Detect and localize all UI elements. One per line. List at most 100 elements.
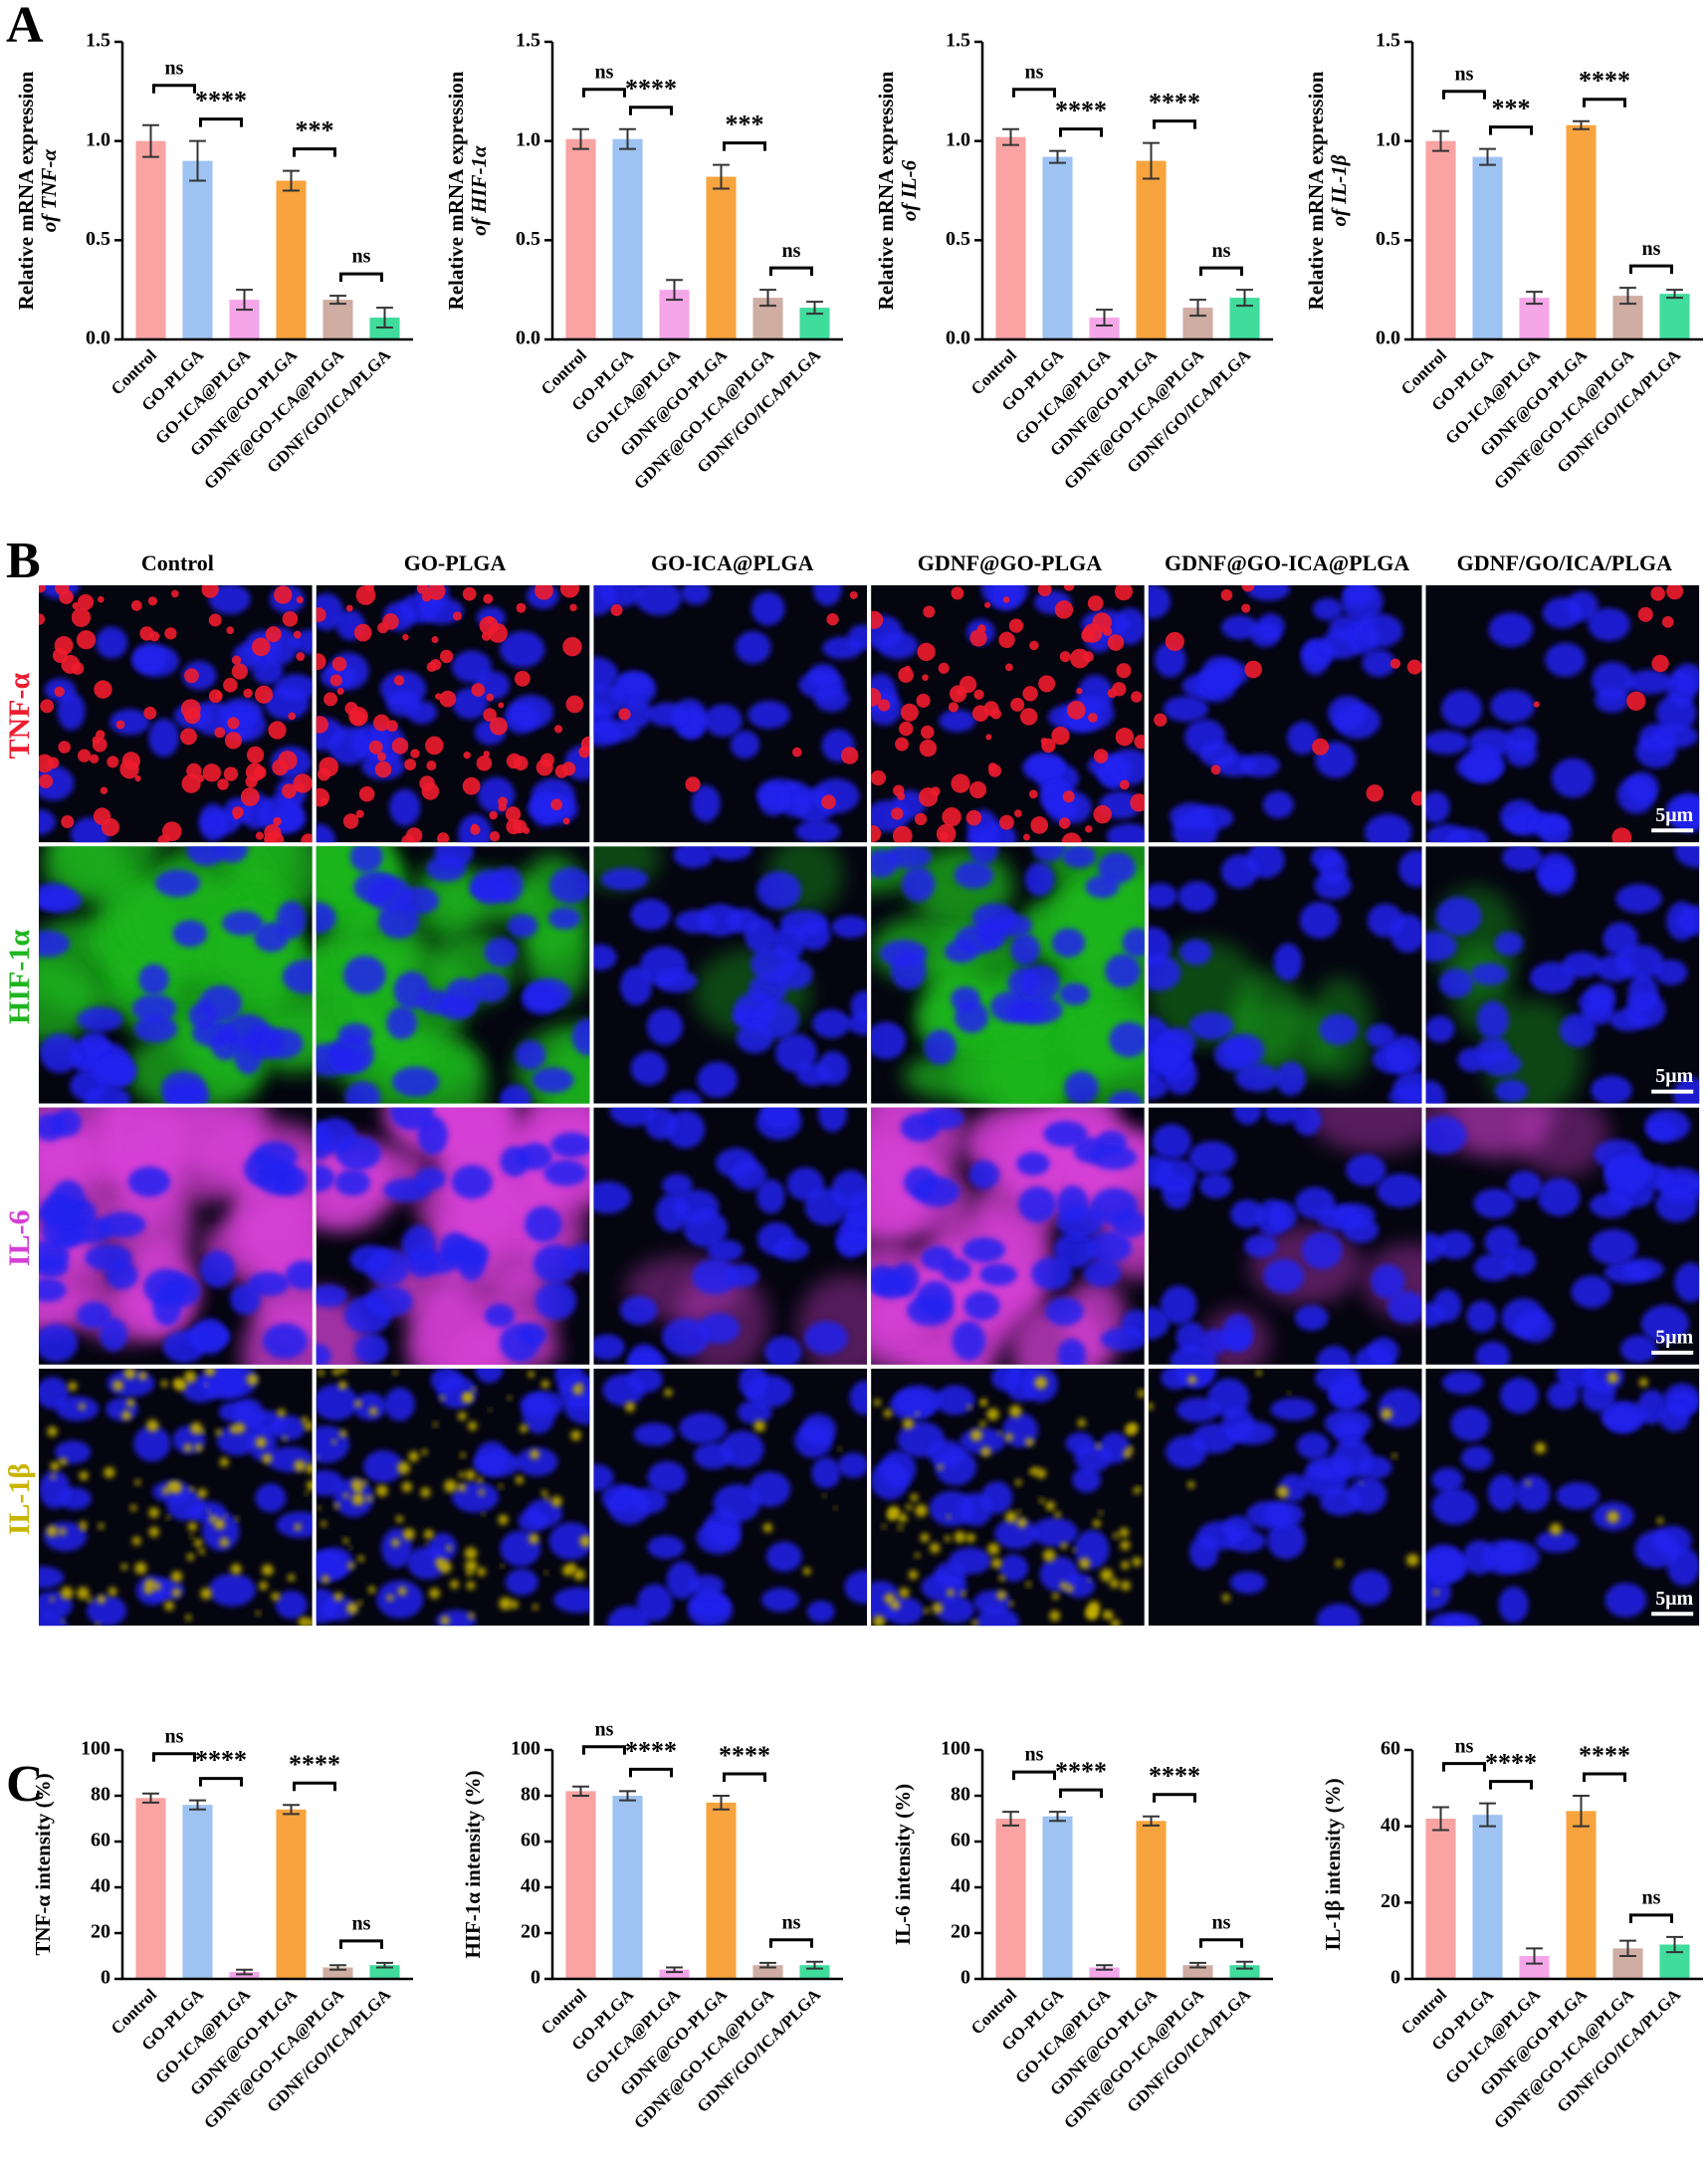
error-bar	[329, 295, 346, 306]
significance-bracket	[1629, 264, 1673, 275]
y-tick-label: 0	[1390, 1967, 1400, 1989]
micrograph	[1148, 585, 1422, 843]
significance-bracket	[199, 117, 243, 127]
bar	[995, 136, 1026, 339]
significance-bracket	[769, 266, 813, 277]
bar	[1042, 1816, 1073, 1979]
significance-bracket	[1153, 1793, 1196, 1803]
significance-label: ns	[352, 1912, 371, 1934]
significance-label: ns	[165, 1725, 184, 1747]
y-tick-label: 0.0	[946, 327, 970, 349]
micrograph	[1148, 1107, 1422, 1365]
error-bar	[666, 1966, 683, 1974]
y-tick-label: 0.0	[516, 327, 540, 349]
error-bar	[666, 279, 683, 302]
error-bar	[713, 163, 730, 190]
row-label: IL-6	[3, 1209, 36, 1266]
scale-bar-label: 5μm	[1655, 1326, 1693, 1348]
error-bar	[1096, 309, 1113, 327]
error-bar	[1526, 1947, 1543, 1965]
significance-label: ns	[1212, 1911, 1231, 1933]
micrograph	[39, 1107, 313, 1365]
y-tick-label: 1.0	[1376, 128, 1400, 150]
error-bar	[572, 1785, 589, 1797]
error-bar	[189, 1799, 206, 1811]
bar	[1472, 156, 1503, 339]
significance-bracket	[1199, 1938, 1243, 1948]
significance-label: ***	[1492, 95, 1531, 123]
bar	[135, 1798, 166, 1979]
y-axis-label: Relative mRNA expression	[444, 71, 468, 310]
error-bar	[1049, 1811, 1066, 1823]
bar	[182, 160, 213, 339]
error-bar	[1432, 129, 1449, 152]
axis	[1410, 42, 1703, 341]
column-header: GDNF/GO/ICA/PLGA	[1457, 550, 1672, 575]
micrograph	[593, 1368, 868, 1627]
error-bar	[759, 289, 776, 308]
error-bar	[283, 169, 300, 192]
error-bar	[572, 127, 589, 150]
panel-label: A	[6, 0, 44, 54]
error-bar	[1236, 289, 1253, 308]
row-label: TNF-α	[3, 673, 36, 760]
micrograph: 5μm	[1425, 846, 1700, 1104]
significance-label: ****	[625, 1736, 677, 1765]
y-tick-label: 20	[91, 1921, 110, 1943]
y-tick-label: 40	[951, 1875, 970, 1897]
y-tick-label: 100	[81, 1738, 110, 1760]
significance-label: ***	[726, 110, 764, 139]
micrograph	[593, 1107, 868, 1365]
error-bar	[236, 1968, 253, 1976]
error-bar	[1479, 1802, 1496, 1828]
bar	[612, 1796, 643, 1979]
y-tick-label: 20	[1381, 1890, 1400, 1912]
bar	[706, 1802, 737, 1979]
y-axis-label: of HIF-1α	[467, 145, 491, 236]
bar	[182, 1805, 213, 1979]
bar	[995, 1819, 1026, 1979]
significance-bracket	[1489, 125, 1533, 135]
y-axis-label: Relative mRNA expression	[1304, 71, 1328, 310]
error-bar	[376, 1961, 393, 1969]
significance-bracket	[723, 141, 766, 151]
significance-label: ****	[1055, 1757, 1107, 1786]
error-bar	[236, 289, 253, 312]
y-tick-label: 0.0	[86, 327, 110, 349]
significance-bracket	[1153, 119, 1196, 129]
bar	[322, 1967, 353, 1979]
significance-bracket	[629, 1767, 673, 1778]
y-axis-label: of TNF-α	[37, 148, 61, 232]
column-header: GDNF@GO-PLGA	[918, 550, 1103, 575]
y-axis-label: of IL-6	[897, 159, 921, 221]
y-axis-label: Relative mRNA expression	[874, 71, 898, 310]
bar	[1182, 1965, 1213, 1979]
axis	[980, 42, 1273, 341]
axis	[1410, 1750, 1703, 1981]
significance-label: ****	[289, 1750, 340, 1779]
row-label: IL-1β	[3, 1463, 36, 1535]
error-bar	[1002, 127, 1019, 146]
bar	[1089, 318, 1120, 339]
y-tick-label: 20	[521, 1921, 540, 1943]
column-header: GO-PLGA	[404, 550, 507, 575]
y-tick-label: 100	[511, 1738, 540, 1760]
y-tick-label: 1.0	[86, 128, 110, 150]
bar	[1425, 1819, 1456, 1979]
error-bar	[1002, 1811, 1019, 1827]
significance-label: ns	[782, 1911, 801, 1933]
error-bar	[806, 1960, 823, 1970]
y-axis-label: Relative mRNA expression	[14, 71, 38, 310]
error-bar	[1619, 287, 1636, 306]
y-axis-label: IL-6 intensity (%)	[891, 1784, 915, 1945]
y-tick-label: 1.5	[946, 30, 970, 52]
micrograph	[871, 585, 1145, 843]
column-header: GDNF@GO-ICA@PLGA	[1165, 550, 1409, 575]
significance-bracket	[1012, 1770, 1056, 1781]
micrograph	[316, 1368, 590, 1627]
panel-label: C	[6, 1756, 44, 1813]
significance-label: ns	[1642, 238, 1661, 260]
scale-bar-label: 5μm	[1655, 804, 1693, 826]
y-tick-label: 0.5	[946, 228, 970, 250]
axis	[120, 1750, 413, 1981]
